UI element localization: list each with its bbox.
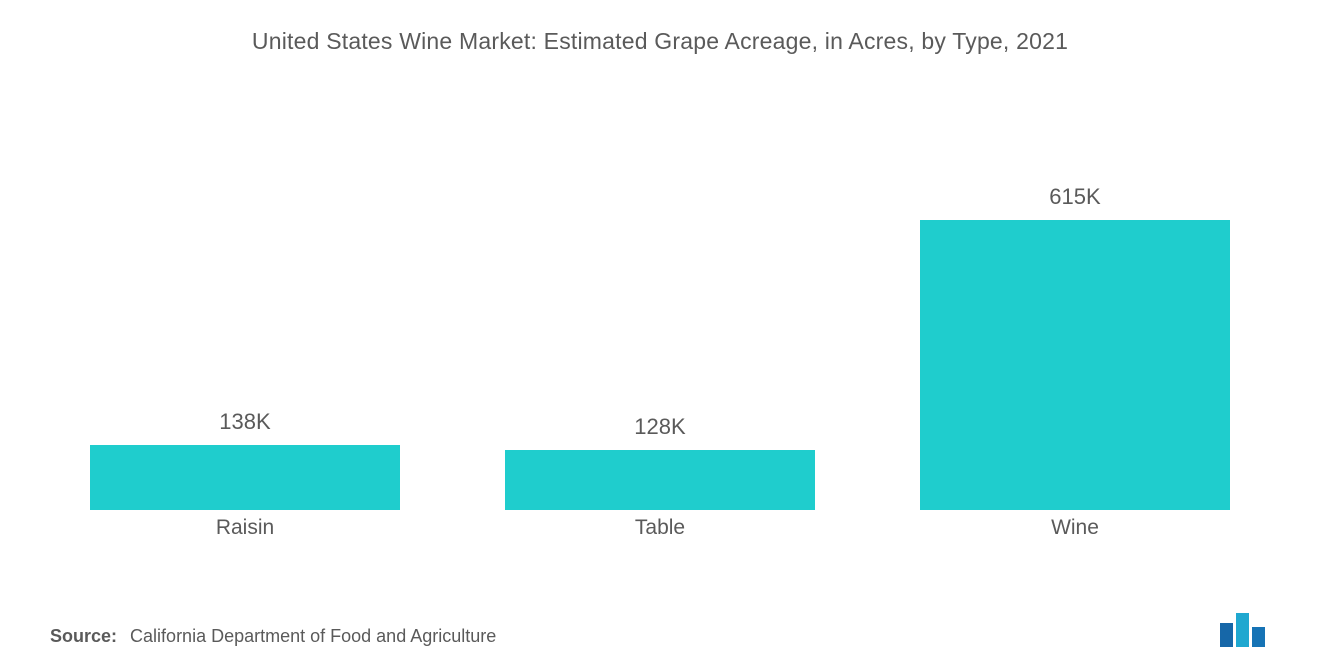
source-label: Source:	[50, 626, 117, 646]
bar-value-label: 615K	[1049, 184, 1100, 210]
x-axis-labels: Raisin Table Wine	[50, 510, 1270, 550]
bar	[920, 220, 1230, 510]
chart-container: United States Wine Market: Estimated Gra…	[0, 0, 1320, 665]
brand-logo	[1218, 609, 1270, 647]
bars-row: 138K 128K 615K	[50, 70, 1270, 510]
x-axis-label: Raisin	[90, 510, 400, 550]
chart-footer: Source: California Department of Food an…	[50, 609, 1270, 647]
bar-group: 138K	[90, 409, 400, 510]
bar	[505, 450, 815, 510]
chart-title: United States Wine Market: Estimated Gra…	[50, 28, 1270, 55]
bar-value-label: 138K	[219, 409, 270, 435]
bar	[90, 445, 400, 510]
bar-value-label: 128K	[634, 414, 685, 440]
bar-group: 128K	[505, 414, 815, 510]
x-axis-label: Wine	[920, 510, 1230, 550]
chart-plot-area: 138K 128K 615K Raisin Table Wine	[50, 70, 1270, 550]
bar-group: 615K	[920, 184, 1230, 510]
source-text: California Department of Food and Agricu…	[130, 626, 496, 646]
x-axis-label: Table	[505, 510, 815, 550]
source-line: Source: California Department of Food an…	[50, 626, 496, 647]
